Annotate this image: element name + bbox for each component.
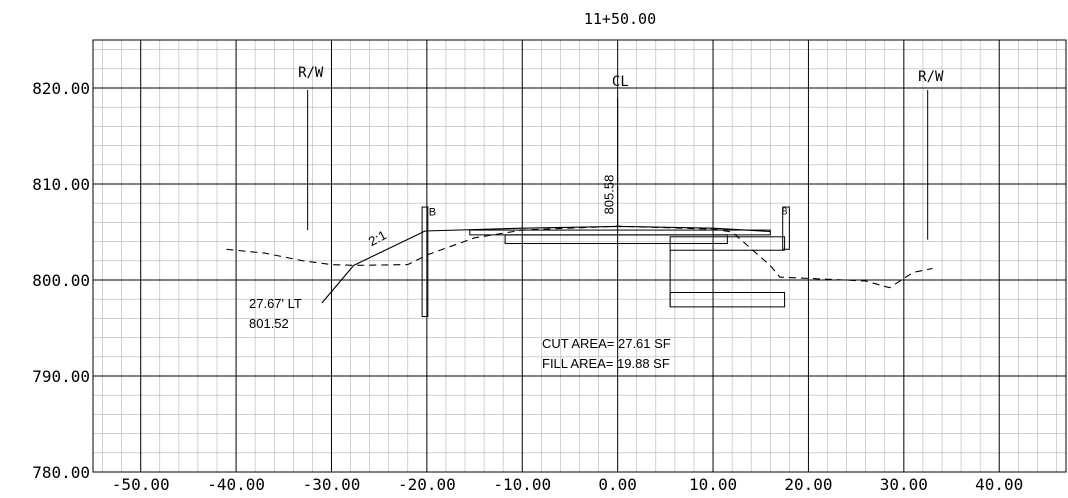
centerline-label: CL — [612, 74, 629, 90]
roadway-structures — [307, 89, 929, 317]
drainage-box-lower — [669, 291, 786, 308]
right-curb-wall — [782, 206, 790, 250]
centerline-elevation-label: 805.58 — [602, 175, 617, 215]
toe-offset-label: 27.67' LT — [249, 296, 302, 311]
minor-grid — [93, 40, 1066, 472]
profile-lines — [226, 225, 933, 304]
pavement-base-layer — [504, 234, 728, 245]
x-tick-label: 10.00 — [689, 475, 737, 494]
station-title: 11+50.00 — [584, 10, 656, 28]
proposed-grade-solid — [353, 225, 771, 266]
x-tick-label: -50.00 — [112, 475, 170, 494]
y-tick-label: 820.00 — [32, 79, 90, 98]
fill-area-label: FILL AREA= 19.88 SF — [542, 356, 670, 371]
x-tick-label: -30.00 — [303, 475, 361, 494]
annotations: R/W R/W CL 805.58 2:1 27.67' LT 801.52 CUT AREA… — [249, 65, 944, 371]
right-of-way-label-right: R/W — [918, 69, 944, 85]
x-tick-label: -40.00 — [207, 475, 265, 494]
toe-elevation-label: 801.52 — [249, 316, 289, 331]
y-tick-label: 800.00 — [32, 271, 90, 290]
y-tick-label: 780.00 — [32, 463, 90, 482]
y-tick-label: 790.00 — [32, 367, 90, 386]
existing-ground-dashed — [226, 225, 933, 289]
x-tick-label: 20.00 — [784, 475, 832, 494]
curb-mark-right: 8 — [782, 207, 788, 218]
x-tick-label: 0.00 — [598, 475, 637, 494]
x-tick-label: 40.00 — [975, 475, 1023, 494]
curb-mark-left: B — [429, 207, 436, 219]
x-tick-label: -20.00 — [398, 475, 456, 494]
cut-area-label: CUT AREA= 27.61 SF — [542, 336, 671, 351]
x-tick-label: 30.00 — [880, 475, 928, 494]
drainage-box-upper — [669, 236, 786, 251]
y-tick-label: 810.00 — [32, 175, 90, 194]
fill-slope-toe-leader — [321, 265, 355, 304]
plot-frame — [92, 39, 1067, 473]
slope-ratio-label: 2:1 — [366, 227, 389, 249]
tick-labels: -50.00 -40.00 -30.00 -20.00 -10.00 0.00 10.00 2… — [32, 79, 1023, 494]
right-of-way-label-left: R/W — [298, 65, 324, 81]
x-tick-label: -10.00 — [493, 475, 551, 494]
left-curb-wall — [421, 206, 429, 317]
